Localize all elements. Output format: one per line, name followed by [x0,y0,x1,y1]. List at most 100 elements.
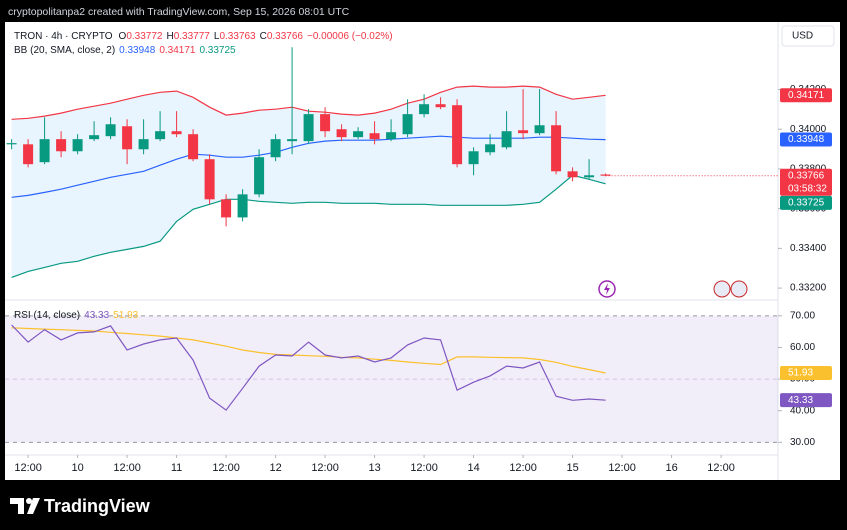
logo: TradingView [10,496,151,516]
legend-rsi: RSI (14, close) 43.33 51.93 [14,310,139,321]
bb-value: 0.34171 [159,45,196,56]
candle-body [56,139,67,152]
ohlc-label: H [166,31,173,42]
rsi-label-box [780,393,832,408]
ohlc-label: C [260,31,267,42]
y-tick-label: 0.34000 [790,124,827,135]
lightning [604,283,610,295]
last-price-label: 0.33766 [788,170,825,181]
bb-name: BB (20, SMA, close, 2) [14,45,115,56]
change: −0.00006 (−0.02%) [307,31,393,42]
candle-body [89,135,100,140]
candle-body [171,131,182,135]
logo-mark [27,498,40,514]
candle-body [237,194,248,218]
candle-body [369,133,380,140]
candle-body [138,139,149,150]
rsi-sma-label-box [780,365,832,380]
bb-value: 0.33725 [199,45,236,56]
x-tick-label: 12:00 [311,462,339,474]
candle-body [551,125,562,172]
last-price-label-countdown: 03:58:32 [788,183,827,194]
x-tick-label: 12:00 [212,462,240,474]
x-tick-label: 12:00 [509,462,537,474]
rsi-label: 43.33 [788,395,813,406]
x-tick-label: 12:00 [608,462,636,474]
rsi-y-tick-label: 40.00 [790,405,815,416]
rsi-value: 43.33 [84,310,109,321]
x-tick-label: 13 [368,462,380,474]
ohlc-value: 0.33772 [126,31,163,42]
candle-body [518,130,529,134]
icons [598,280,748,298]
bb-lower-label-box [780,195,832,210]
candle-body [501,131,512,148]
x-tick-label: 15 [566,462,578,474]
y-tick-label: 0.33200 [790,283,827,294]
legend-bb: BB (20, SMA, close, 2) 0.33948 0.34171 0.33… [14,45,236,56]
candle-body [270,139,281,158]
rsi-sma [11,327,606,374]
rsi-sma-value: 51.93 [113,310,138,321]
bb-basis-label: 0.33948 [788,134,825,145]
x-tick-label: 10 [71,462,83,474]
candle-body [567,171,578,178]
header: cryptopolitanpa2 created with TradingVie… [8,6,350,18]
rsi-y-tick-label: 60.00 [790,342,815,353]
chart-panel [5,22,840,480]
candle-body [254,157,265,195]
x-tick-label: 12:00 [113,462,141,474]
x-tick-label: 12:00 [707,462,735,474]
candle-body [105,124,116,137]
rsi-y-tick-label: 30.00 [790,437,815,448]
candle-body [204,159,215,200]
ohlc-label: O [119,31,127,42]
rsi-y-tick-label: 70.00 [790,310,815,321]
candle-body [320,114,331,132]
ohlc-value: 0.33766 [267,31,304,42]
rsi-name: RSI (14, close) [14,310,80,321]
candle-body [23,144,34,165]
ohlc-value: 0.33777 [174,31,211,42]
logo-dot [26,498,32,504]
x-tick-label: 12:00 [14,462,42,474]
candle-body [402,114,413,135]
flag-icon[interactable] [730,280,748,298]
y-tick-label: 0.33400 [790,243,827,254]
rsi-sma-label: 51.93 [788,368,813,379]
candle-body [6,143,17,145]
x-tick-label: 12:00 [410,462,438,474]
candle-body [485,144,496,153]
ohlc-value: 0.33763 [219,31,256,42]
candle-body [39,139,50,163]
x-tick-label: 12 [269,462,281,474]
candle-body [353,131,364,138]
bb-upper-label-box [780,88,832,103]
x-tick-label: 16 [665,462,677,474]
candle-body [435,104,446,108]
rsi-line [11,324,606,411]
candle-body [452,105,463,165]
candle-body [303,114,314,142]
symbol: TRON · 4h · CRYPTO [14,31,113,42]
logo-text: TradingView [44,496,151,516]
candle-body [155,131,166,140]
bb-value: 0.33948 [119,45,156,56]
candle-body [468,151,479,165]
legend-main: TRON · 4h · CRYPTO O0.33772 H0.33777 L0.337… [14,31,393,42]
currency-button[interactable] [781,25,835,47]
candle-body [122,126,133,150]
candle-body [336,129,347,138]
candle-body [287,139,298,142]
logo-mark [10,498,24,514]
candle-body [221,199,232,218]
candle-body [386,132,397,140]
candle-body [534,125,545,134]
bb-upper-label: 0.34171 [788,90,825,101]
bb-lower [11,174,606,278]
flag-icon[interactable] [713,280,731,298]
ohlc-label: L [214,31,220,42]
candle-body [419,104,430,115]
currency[interactable]: USD [792,31,813,42]
